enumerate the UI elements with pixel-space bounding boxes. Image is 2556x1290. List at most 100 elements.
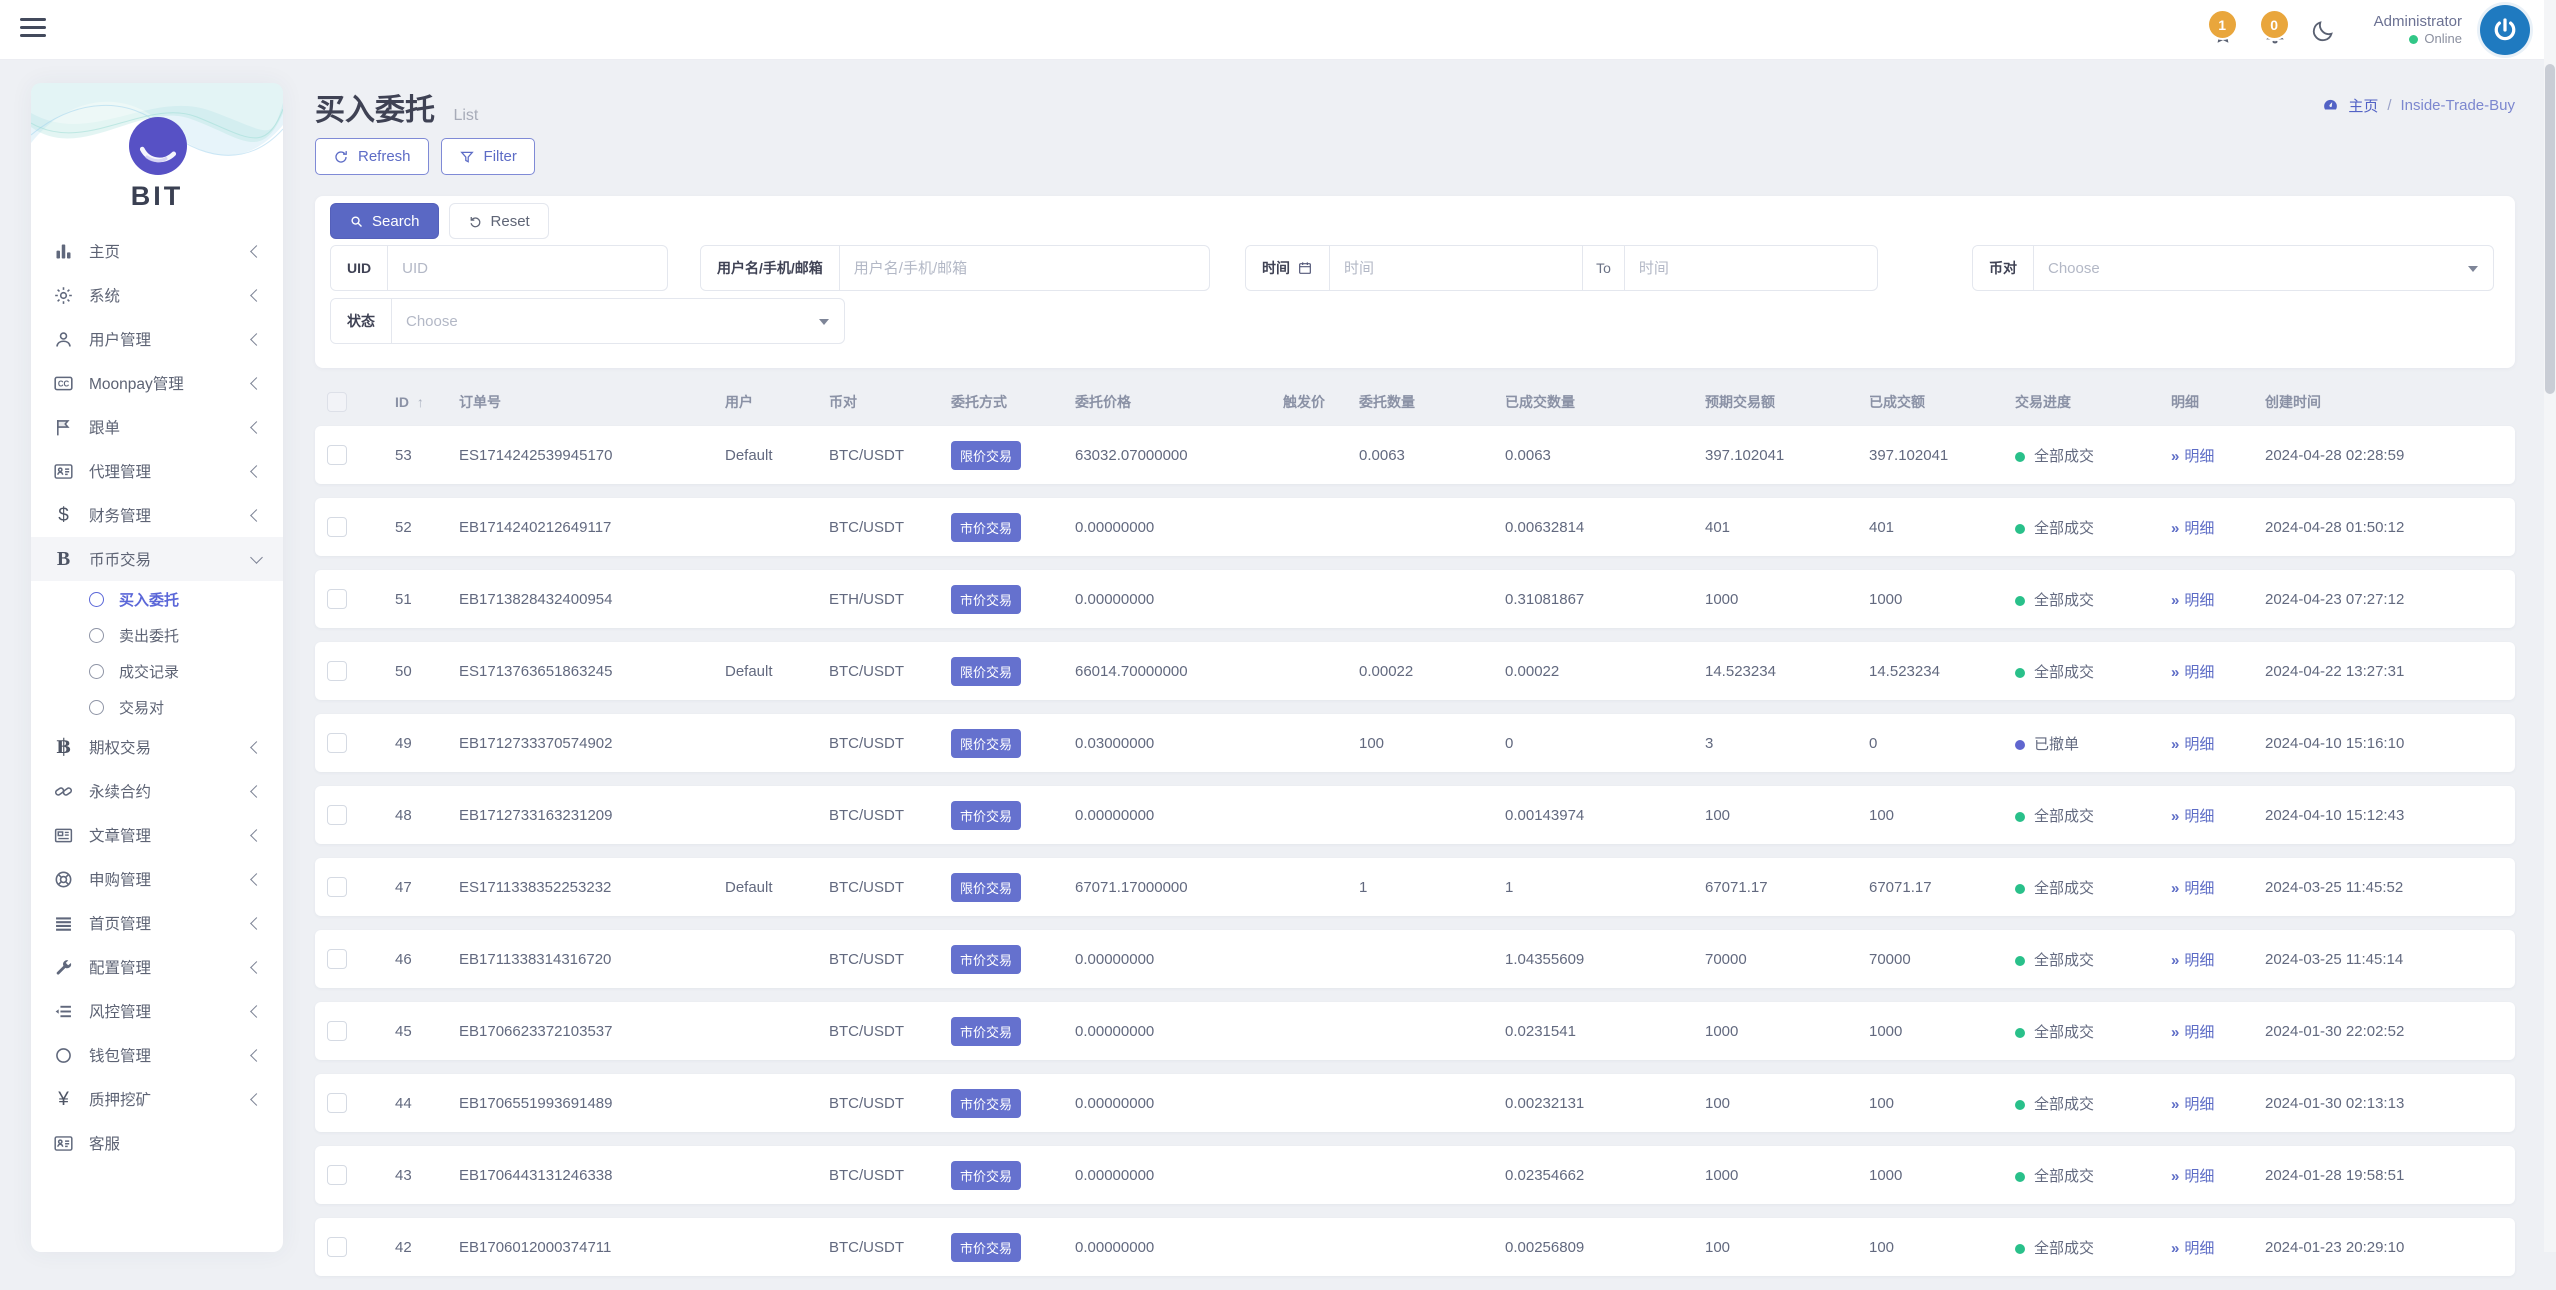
sidebar-subitem-9[interactable]: 卖出委托 [31,617,283,653]
row-checkbox[interactable] [327,517,347,537]
detail-link[interactable]: »明细 [2157,1165,2251,1186]
row-checkbox[interactable] [327,1165,347,1185]
sidebar-item-15[interactable]: 申购管理 [31,857,283,901]
menu-lines-icon [53,913,74,934]
row-checkbox[interactable] [327,877,347,897]
sidebar-item-13[interactable]: 永续合约 [31,769,283,813]
detail-link[interactable]: »明细 [2157,1021,2251,1042]
sidebar-item-3[interactable]: CCMoonpay管理 [31,361,283,405]
sidebar-subitem-8[interactable]: 买入委托 [31,581,283,617]
flag-icon [53,417,74,438]
topbar: 1 0 Administrator Online [0,0,2556,60]
row-checkbox[interactable] [327,1237,347,1257]
sidebar-item-17[interactable]: 配置管理 [31,945,283,989]
cell-price: 0.00000000 [1061,807,1269,824]
row-checkbox[interactable] [327,1021,347,1041]
cell-price: 0.00000000 [1061,1023,1269,1040]
pair-select[interactable]: Choose [2034,246,2493,290]
chart-bar-icon [53,241,74,262]
detail-link[interactable]: »明细 [2157,517,2251,538]
row-checkbox[interactable] [327,661,347,681]
status-select[interactable]: Choose [392,299,844,343]
cell-user: Default [711,663,815,680]
order-type-badge: 市价交易 [951,1089,1021,1118]
search-button[interactable]: Search [330,203,439,239]
detail-link[interactable]: »明细 [2157,445,2251,466]
sidebar-item-18[interactable]: 风控管理 [31,989,283,1033]
time-from-input[interactable] [1330,246,1582,290]
reset-button[interactable]: Reset [449,203,549,239]
sidebar-item-5[interactable]: 代理管理 [31,449,283,493]
sort-asc-icon[interactable]: ↑ [417,394,424,410]
sidebar-item-14[interactable]: 文章管理 [31,813,283,857]
breadcrumb: 主页 / Inside-Trade-Buy [2322,95,2515,116]
sidebar-item-21[interactable]: 客服 [31,1121,283,1165]
detail-link[interactable]: »明细 [2157,949,2251,970]
dark-mode-toggle[interactable] [2310,15,2340,45]
sidebar-subitem-label: 买入委托 [119,589,179,610]
sidebar-item-6[interactable]: $财务管理 [31,493,283,537]
row-checkbox[interactable] [327,733,347,753]
caret-down-icon [2468,266,2478,272]
row-checkbox[interactable] [327,949,347,969]
table-row: 47ES1711338352253232DefaultBTC/USDT限价交易6… [315,858,2515,916]
sidebar-item-label: 主页 [89,240,120,262]
cell-expected: 100 [1691,807,1855,824]
column-header-0[interactable]: ID ↑ [381,394,445,410]
user-input[interactable] [840,246,1209,290]
cell-price: 63032.07000000 [1061,447,1269,464]
sidebar-item-7[interactable]: B币币交易 [31,537,283,581]
sidebar-subitem-label: 卖出委托 [119,625,179,646]
row-checkbox[interactable] [327,1093,347,1113]
detail-link[interactable]: »明细 [2157,589,2251,610]
order-type-badge: 限价交易 [951,657,1021,686]
sidebar-item-1[interactable]: 系统 [31,273,283,317]
filter-button[interactable]: Filter [441,138,535,175]
cell-filled-amount: 1000 [1855,591,2001,608]
breadcrumb-home[interactable]: 主页 [2348,95,2378,116]
detail-link[interactable]: »明细 [2157,877,2251,898]
cell-created: 2024-01-28 19:58:51 [2251,1167,2515,1184]
menu-toggle-button[interactable] [20,18,46,42]
row-checkbox[interactable] [327,445,347,465]
column-header-9: 预期交易额 [1691,392,1855,412]
sidebar-subitem-10[interactable]: 成交记录 [31,653,283,689]
row-checkbox[interactable] [327,805,347,825]
dashboard-icon [2322,97,2339,114]
detail-link[interactable]: »明细 [2157,661,2251,682]
cell-user: Default [711,879,815,896]
detail-link[interactable]: »明细 [2157,733,2251,754]
chevron-left-icon [250,421,263,434]
sidebar-item-16[interactable]: 首页管理 [31,901,283,945]
cell-expected: 1000 [1691,591,1855,608]
sidebar-item-20[interactable]: ¥质押挖矿 [31,1077,283,1121]
uid-filter-group: UID [330,245,668,291]
award-notification-button[interactable]: 1 [2206,11,2240,49]
sidebar-item-2[interactable]: 用户管理 [31,317,283,361]
sidebar-item-12[interactable]: ฿期权交易 [31,725,283,769]
sidebar-item-19[interactable]: 钱包管理 [31,1033,283,1077]
cell-price: 0.00000000 [1061,1167,1269,1184]
logo-text: BIT [31,181,283,212]
gear-icon [53,285,74,306]
sidebar-item-4[interactable]: 跟单 [31,405,283,449]
refresh-icon [333,149,349,165]
avatar[interactable] [2480,5,2530,55]
bitcoin-b-icon: B [53,549,74,570]
bell-notification-button[interactable]: 0 [2258,11,2292,49]
select-all-checkbox[interactable] [327,392,347,412]
detail-link[interactable]: »明细 [2157,1093,2251,1114]
time-to-input[interactable] [1625,246,1877,290]
scrollbar-thumb[interactable] [2545,64,2555,394]
detail-link[interactable]: »明细 [2157,805,2251,826]
row-checkbox[interactable] [327,589,347,609]
sidebar-item-0[interactable]: 主页 [31,229,283,273]
refresh-button[interactable]: Refresh [315,138,429,175]
cell-pair: BTC/USDT [815,1167,937,1184]
sidebar-subitem-11[interactable]: 交易对 [31,689,283,725]
detail-link[interactable]: »明细 [2157,1237,2251,1258]
table-row: 51EB1713828432400954ETH/USDT市价交易0.000000… [315,570,2515,628]
uid-input[interactable] [388,246,667,290]
cell-user: Default [711,447,815,464]
vertical-scrollbar[interactable] [2544,0,2556,1252]
